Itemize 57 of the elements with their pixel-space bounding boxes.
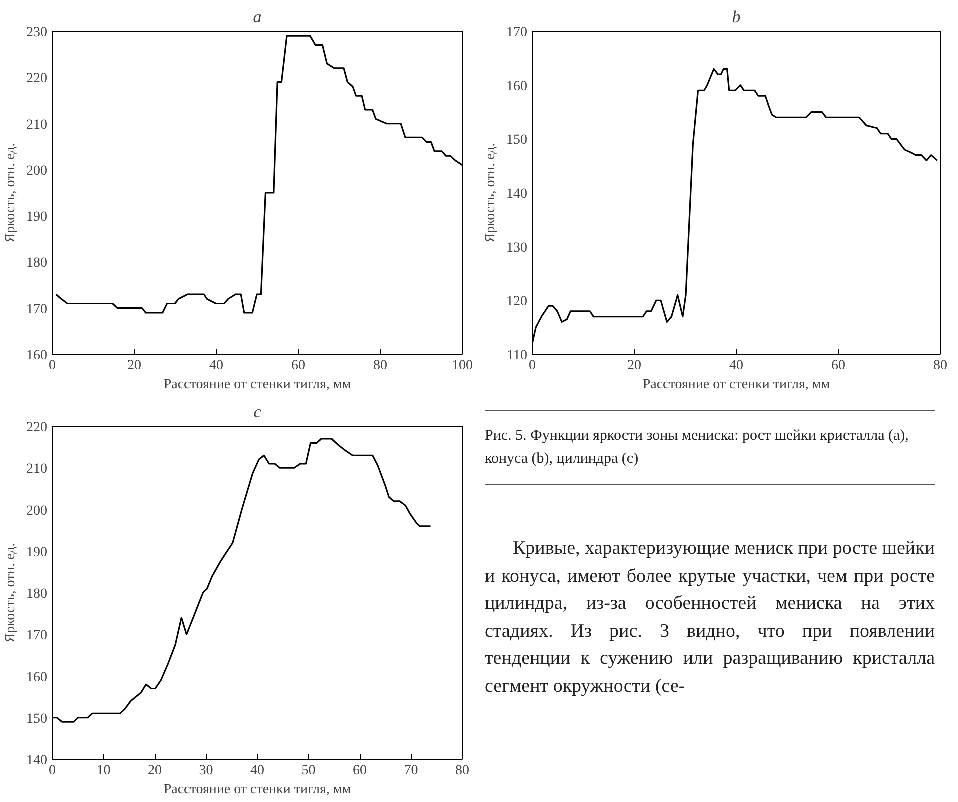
text: Рис. 5. Функции яркости зоны мениска: рост шейки кристалла (a), конуса (b), цилиндра (c) [485, 410, 935, 485]
x-tick-label: 10 [96, 764, 111, 778]
y-axis-title: Яркость, отн. ед. [4, 543, 18, 643]
y-tick-label: 170 [26, 628, 48, 644]
y-tick-label: 190 [26, 210, 48, 226]
y-tick-label: 120 [506, 294, 528, 310]
y-tick-label: 140 [506, 187, 528, 202]
y-tick-label: 210 [26, 118, 48, 133]
y-axis-title: Яркость, отн. ед. [4, 143, 18, 243]
y-tick-label: 190 [26, 545, 48, 560]
x-tick-label: 20 [128, 358, 142, 374]
x-axis-title: Расстояние от стенки тигля, мм [642, 378, 830, 392]
x-tick-label: 70 [404, 764, 418, 778]
y-tick-label: 160 [26, 670, 48, 686]
x-tick-label: 40 [250, 764, 264, 778]
text: Кривые, характеризующие мениск при росте шейки и конуса, имеют более крутые участки, чем при росте цилиндра, из-за особенностей мениска на этих стадиях. Из рис. 3 видно, что при появлении тенденции к сужению или разращиванию кристалла сегмент окружности (се- [485, 537, 935, 699]
y-tick-label: 170 [26, 302, 48, 318]
x-tick-label: 40 [210, 358, 224, 374]
y-tick-label: 140 [26, 754, 48, 768]
y-tick-label: 180 [26, 587, 48, 602]
x-tick-label: 60 [292, 358, 306, 374]
y-tick-label: 210 [26, 462, 48, 478]
x-tick-label: 20 [628, 358, 642, 374]
x-tick-label: 80 [374, 358, 388, 374]
x-tick-label: 60 [832, 358, 846, 374]
x-tick-label: 60 [353, 764, 367, 778]
y-tick-label: 150 [506, 133, 528, 148]
x-tick-label: 100 [452, 358, 473, 374]
y-tick-label: 220 [26, 420, 48, 436]
x-tick-label: 20 [148, 764, 162, 778]
y-tick-label: 170 [506, 26, 528, 40]
chart-title: a [253, 8, 262, 26]
y-tick-label: 200 [26, 164, 48, 179]
x-axis-title: Расстояние от стенки тигля, мм [164, 378, 352, 392]
chart-title: b [732, 8, 741, 26]
x-tick-label: 30 [199, 764, 214, 778]
y-tick-label: 150 [26, 712, 48, 727]
x-tick-label: 80 [934, 358, 948, 374]
chart-title: c [254, 402, 262, 422]
x-tick-label: 0 [529, 358, 536, 374]
y-tick-label: 130 [506, 240, 528, 256]
x-axis-title: Расстояние от стенки тигля, мм [164, 782, 352, 798]
x-tick-label: 0 [49, 764, 56, 778]
y-axis-title: Яркость, отн. ед. [484, 143, 498, 243]
y-tick-label: 200 [26, 504, 48, 519]
y-tick-label: 180 [26, 256, 48, 272]
x-tick-label: 0 [49, 358, 56, 374]
y-tick-label: 220 [26, 72, 48, 87]
y-tick-label: 160 [26, 348, 48, 364]
y-tick-label: 110 [507, 348, 528, 364]
line-series [532, 68, 938, 345]
x-tick-label: 40 [730, 358, 744, 374]
x-tick-label: 50 [302, 764, 316, 778]
line-series [52, 438, 432, 723]
x-tick-label: 80 [456, 764, 470, 778]
y-tick-label: 230 [26, 26, 48, 40]
y-tick-label: 160 [506, 79, 528, 94]
